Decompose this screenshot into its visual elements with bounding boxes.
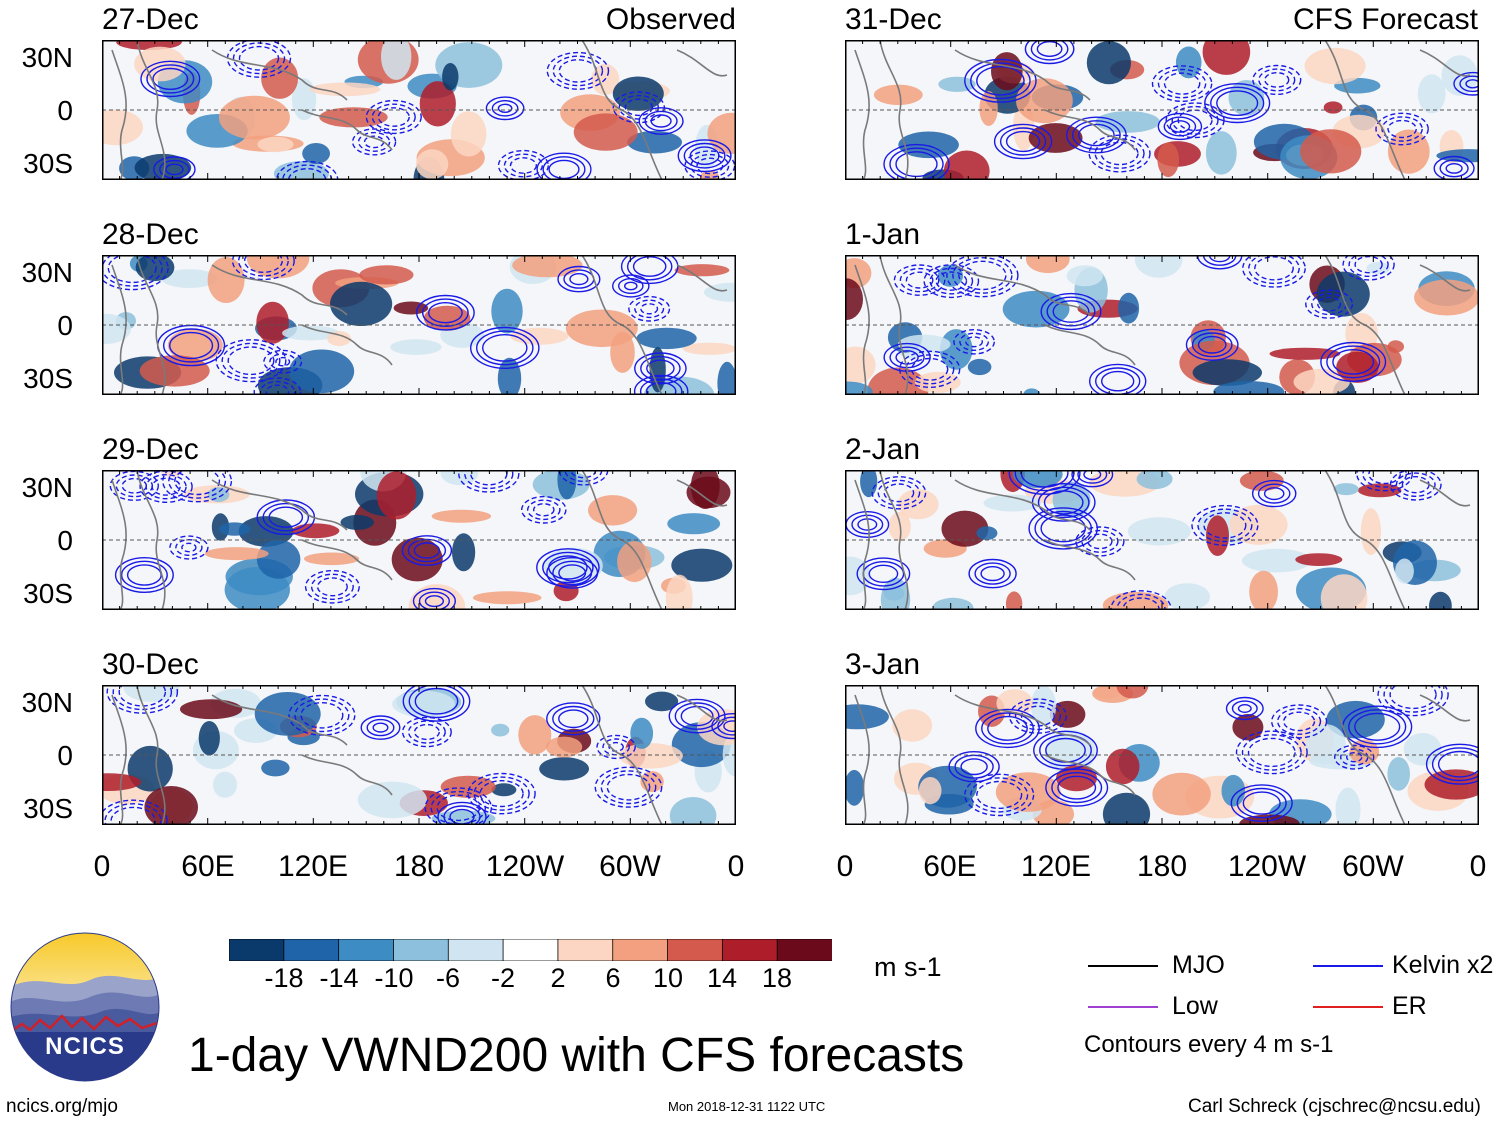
legend-line-mjo	[1088, 965, 1158, 967]
panel-date-2: 28-Dec	[102, 218, 199, 251]
panel-date-5: 31-Dec	[845, 3, 942, 36]
panel-date-1: 27-Dec	[102, 3, 199, 36]
lon-label: 60W	[1342, 850, 1404, 883]
colorbar-swatch	[447, 938, 504, 962]
forecast-label: CFS Forecast	[1292, 3, 1478, 36]
panel-date-4: 30-Dec	[102, 648, 199, 681]
legend-label-mjo: MJO	[1172, 951, 1225, 979]
logo-text: NCICS	[45, 1033, 125, 1060]
panel-date-6: 1-Jan	[845, 218, 921, 251]
observed-label: Observed	[605, 3, 736, 36]
lat-label-eq: 0	[57, 310, 73, 341]
legend-line-er	[1313, 1006, 1383, 1008]
legend-line-kelvin	[1313, 965, 1383, 967]
lon-label: 0	[836, 850, 854, 883]
lat-label-30s: 30S	[23, 578, 73, 609]
field-map	[102, 40, 736, 180]
lon-label: 120E	[277, 850, 349, 883]
lon-label: 0	[1469, 850, 1487, 883]
field-map	[845, 470, 1479, 610]
legend-label-low: Low	[1172, 992, 1218, 1020]
lon-label: 60E	[181, 850, 235, 883]
lat-label-30s: 30S	[23, 793, 73, 824]
legend-label-kelvin: Kelvin x2	[1392, 951, 1494, 979]
lat-label-30n: 30N	[21, 472, 73, 503]
colorbar-tick: -6	[435, 963, 461, 993]
lat-label-eq: 0	[57, 740, 73, 771]
map-panel-31-dec	[845, 40, 1479, 180]
lon-label: 0	[727, 850, 745, 883]
lon-label: 120E	[1020, 850, 1092, 883]
lon-label: 0	[93, 850, 111, 883]
legend-label-er: ER	[1392, 992, 1427, 1020]
panel-date-3: 29-Dec	[102, 433, 199, 466]
colorbar-swatch	[393, 938, 450, 962]
lat-label-30n: 30N	[21, 257, 73, 288]
lat-label-30s: 30S	[23, 363, 73, 394]
lat-label-30s: 30S	[23, 148, 73, 179]
colorbar-swatch	[667, 938, 724, 962]
map-panel-2-jan	[845, 470, 1479, 610]
lat-label-eq: 0	[57, 525, 73, 556]
footer-timestamp: Mon 2018-12-31 1122 UTC	[668, 1099, 826, 1114]
colorbar-swatch	[228, 938, 285, 962]
map-panel-30-dec	[102, 685, 736, 825]
lat-label-30n: 30N	[21, 687, 73, 718]
footer-author: Carl Schreck (cjschrec@ncsu.edu)	[1188, 1096, 1481, 1117]
colorbar-tick: -2	[490, 963, 516, 993]
lat-label-30n: 30N	[21, 42, 73, 73]
map-panel-1-jan	[845, 255, 1479, 395]
lon-label: 180	[1136, 850, 1188, 883]
legend-line-low	[1088, 1006, 1158, 1008]
field-map	[102, 470, 736, 610]
lat-label-eq: 0	[57, 95, 73, 126]
colorbar-swatch	[721, 938, 779, 962]
map-panel-28-dec	[102, 255, 736, 395]
lon-label: 60E	[923, 850, 977, 883]
panel-date-8: 3-Jan	[845, 648, 921, 681]
field-map	[102, 255, 736, 395]
contour-note: Contours every 4 m s-1	[1084, 1031, 1334, 1058]
map-panel-29-dec	[102, 470, 736, 610]
map-panel-3-jan	[845, 685, 1479, 825]
colorbar-tick: 10	[652, 963, 684, 993]
panel-date-7: 2-Jan	[845, 433, 921, 466]
colorbar	[228, 938, 833, 962]
colorbar-tick: -14	[319, 963, 359, 993]
colorbar-tick: 6	[605, 963, 621, 993]
colorbar-tick: -18	[264, 963, 304, 993]
colorbar-tick: 14	[706, 963, 738, 993]
map-panel-27-dec	[102, 40, 736, 180]
chart-title: 1-day VWND200 with CFS forecasts	[188, 1029, 965, 1082]
colorbar-swatch	[338, 938, 395, 962]
footer-website: ncics.org/mjo	[6, 1096, 118, 1117]
field-map	[845, 40, 1479, 180]
colorbar-units: m s-1	[874, 952, 942, 982]
field-map	[845, 685, 1479, 825]
colorbar-swatch	[612, 938, 669, 962]
colorbar-swatch	[776, 938, 833, 962]
ncics-logo: NCICS	[10, 932, 160, 1087]
colorbar-tick: 18	[761, 963, 793, 993]
colorbar-tick: -10	[374, 963, 414, 993]
lon-label: 120W	[485, 850, 565, 883]
colorbar-tick: 2	[550, 963, 566, 993]
lon-label: 60W	[599, 850, 661, 883]
colorbar-swatch	[283, 938, 340, 962]
colorbar-swatch	[502, 938, 559, 962]
field-map	[845, 255, 1479, 395]
field-map	[102, 685, 736, 825]
lon-label: 180	[393, 850, 445, 883]
lon-label: 120W	[1227, 850, 1307, 883]
colorbar-swatch	[557, 938, 614, 962]
